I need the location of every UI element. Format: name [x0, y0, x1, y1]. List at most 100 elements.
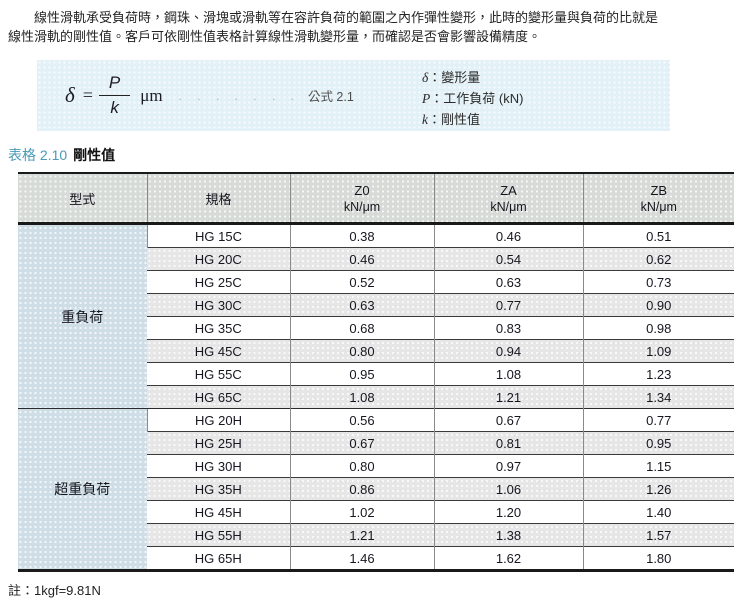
value-cell: 0.95 — [289, 362, 434, 386]
formula-expression: δ = P k μm . . . . . . . 公式 2.1 — [65, 60, 354, 131]
load-group-cell: 重負荷 — [18, 223, 147, 409]
value-cell: 1.21 — [289, 523, 434, 547]
spec-cell: HG 55H — [147, 523, 290, 547]
legend-desc-k: ：剛性值 — [428, 112, 481, 127]
table-row: HG 35H 0.86 1.06 1.26 — [18, 477, 734, 501]
formula-delta-symbol: δ — [65, 83, 75, 107]
value-cell: 0.67 — [433, 408, 583, 432]
value-cell: 0.51 — [582, 223, 734, 248]
value-cell: 0.73 — [582, 270, 734, 294]
value-cell: 1.20 — [433, 500, 583, 524]
table-caption-title: 剛性值 — [73, 147, 116, 163]
table-row: HG 20C 0.46 0.54 0.62 — [18, 247, 734, 271]
value-cell: 0.83 — [433, 316, 583, 340]
value-cell: 0.54 — [433, 247, 583, 271]
rigidity-table-header: 型式 規格 Z0 kN/μm ZA kN/μm ZB kN/μm — [18, 173, 734, 225]
header-cell-zb: ZB kN/μm — [582, 173, 734, 225]
spec-cell: HG 15C — [146, 223, 290, 248]
value-cell: 1.21 — [433, 385, 583, 409]
legend-symbol-k: k — [422, 112, 428, 127]
load-group-cell: 超重負荷 — [18, 408, 147, 571]
value-cell: 1.62 — [433, 546, 583, 571]
spec-cell: HG 30C — [147, 293, 290, 317]
header-row: 型式 規格 Z0 kN/μm ZA kN/μm ZB kN/μm — [18, 173, 734, 225]
header-zb-unit: kN/μm — [640, 199, 677, 214]
value-cell: 0.94 — [433, 339, 583, 363]
value-cell: 0.77 — [433, 293, 583, 317]
footnote: 註：1kgf=9.81N — [8, 583, 101, 598]
legend-row-delta: δ：變形量 — [422, 67, 523, 88]
value-cell: 0.86 — [289, 477, 434, 501]
value-cell: 1.57 — [582, 523, 734, 547]
value-cell: 1.40 — [582, 500, 734, 524]
table-row: HG 25H 0.67 0.81 0.95 — [18, 431, 734, 455]
value-cell: 1.02 — [289, 500, 434, 524]
intro-line-1: 線性滑軌承受負荷時，鋼珠、滑塊或滑軌等在容許負荷的範圍之內作彈性變形，此時的變形… — [8, 10, 659, 25]
rigidity-table-body: 重負荷 HG 15C 0.38 0.46 0.51 HG 20C 0.46 0.54 0.62 H… — [18, 223, 734, 571]
spec-cell: HG 35C — [147, 316, 290, 340]
value-cell: 0.46 — [433, 223, 583, 248]
header-cell-spec: 規格 — [146, 173, 290, 225]
value-cell: 0.80 — [289, 454, 434, 478]
value-cell: 0.77 — [582, 408, 734, 432]
table-row: HG 55H 1.21 1.38 1.57 — [18, 523, 734, 547]
table-row: HG 45C 0.80 0.94 1.09 — [18, 339, 734, 363]
table-row: HG 45H 1.02 1.20 1.40 — [18, 500, 734, 524]
value-cell: 0.67 — [289, 431, 434, 455]
value-cell: 1.80 — [582, 546, 734, 571]
value-cell: 1.26 — [582, 477, 734, 501]
formula-equals-sign: = — [82, 85, 93, 105]
intro-line-2: 線性滑軌的剛性值。客戶可依剛性值表格計算線性滑軌變形量，而確認是否會影響設備精度… — [8, 29, 542, 44]
header-cell-type: 型式 — [18, 173, 147, 225]
legend-symbol-delta: δ — [422, 70, 429, 85]
value-cell: 0.56 — [289, 408, 434, 432]
spec-cell: HG 30H — [147, 454, 290, 478]
spec-cell: HG 45H — [147, 500, 290, 524]
table-row: HG 55C 0.95 1.08 1.23 — [18, 362, 734, 386]
value-cell: 0.63 — [289, 293, 434, 317]
spec-cell: HG 65H — [147, 546, 290, 571]
value-cell: 1.06 — [433, 477, 583, 501]
formula-fraction: P k — [98, 73, 131, 118]
value-cell: 0.97 — [433, 454, 583, 478]
spec-cell: HG 25C — [147, 270, 290, 294]
spec-cell: HG 55C — [147, 362, 290, 386]
table-row: 超重負荷 HG 20H 0.56 0.67 0.77 — [18, 408, 734, 571]
value-cell: 0.46 — [289, 247, 434, 271]
formula-equation-number: 公式 2.1 — [307, 90, 354, 104]
header-za-name: ZA — [500, 182, 517, 198]
value-cell: 0.38 — [289, 223, 434, 248]
formula-unit: μm — [140, 85, 163, 105]
formula-legend: δ：變形量 P：工作負荷 (kN) k：剛性值 — [422, 67, 523, 130]
table-caption: 表格 2.10 剛性值 — [8, 145, 743, 165]
header-zb-name: ZB — [650, 182, 668, 198]
value-cell: 1.34 — [582, 385, 734, 409]
value-cell: 1.15 — [582, 454, 734, 478]
spec-cell: HG 45C — [147, 339, 290, 363]
table-row: HG 65C 1.08 1.21 1.34 — [18, 385, 734, 409]
spec-cell: HG 20H — [146, 408, 290, 432]
header-cell-za: ZA kN/μm — [433, 173, 583, 225]
table-row: 重負荷 HG 15C 0.38 0.46 0.51 — [18, 223, 734, 409]
value-cell: 1.09 — [582, 339, 734, 363]
formula-numerator: P — [98, 73, 131, 96]
value-cell: 1.23 — [582, 362, 734, 386]
value-cell: 1.46 — [289, 546, 434, 571]
value-cell: 0.81 — [433, 431, 583, 455]
table-row: HG 35C 0.68 0.83 0.98 — [18, 316, 734, 340]
spec-cell: HG 35H — [147, 477, 290, 501]
intro-paragraph: 線性滑軌承受負荷時，鋼珠、滑塊或滑軌等在容許負荷的範圍之內作彈性變形，此時的變形… — [8, 8, 743, 46]
formula-box: δ = P k μm . . . . . . . 公式 2.1 δ：變形量 P：… — [37, 60, 670, 131]
legend-row-p: P：工作負荷 (kN) — [422, 88, 523, 109]
value-cell: 0.95 — [582, 431, 734, 455]
legend-row-k: k：剛性值 — [422, 109, 523, 130]
legend-desc-p: ：工作負荷 (kN) — [430, 91, 524, 106]
value-cell: 0.63 — [433, 270, 583, 294]
header-cell-z0: Z0 kN/μm — [289, 173, 434, 225]
value-cell: 0.90 — [582, 293, 734, 317]
table-row: HG 30C 0.63 0.77 0.90 — [18, 293, 734, 317]
value-cell: 0.98 — [582, 316, 734, 340]
legend-desc-delta: ：變形量 — [428, 70, 481, 85]
value-cell: 0.62 — [582, 247, 734, 271]
formula-dotted-leader: . . . . . . . — [178, 88, 300, 103]
